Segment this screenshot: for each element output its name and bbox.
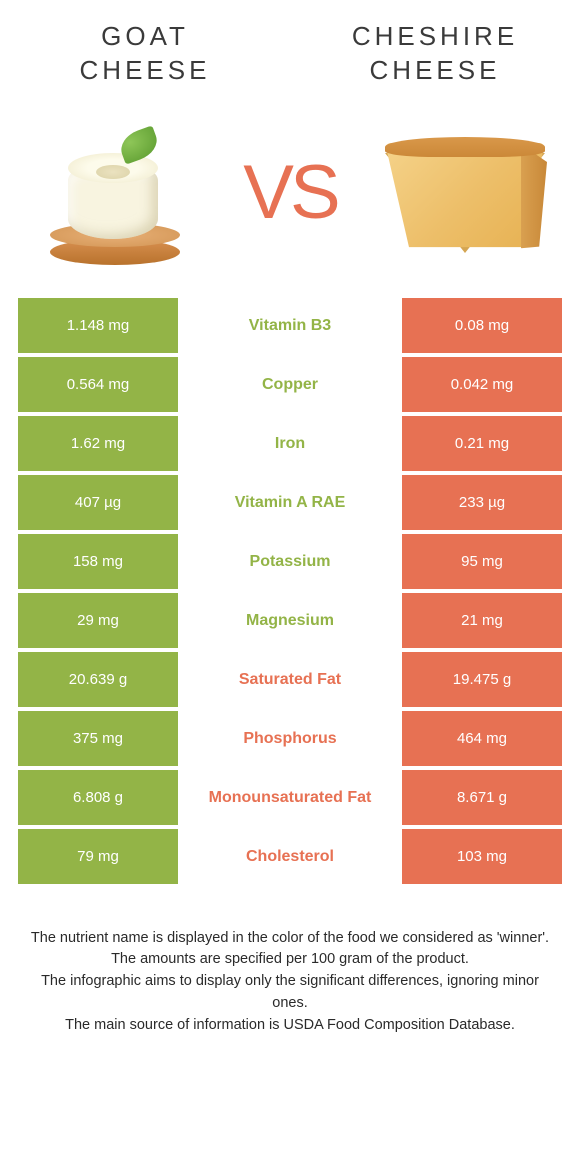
left-food-title: GOAT CHEESE <box>40 20 250 88</box>
nutrient-label: Iron <box>178 416 402 471</box>
footer-line: The nutrient name is displayed in the co… <box>28 928 552 950</box>
right-value: 95 mg <box>402 534 562 589</box>
nutrient-label: Phosphorus <box>178 711 402 766</box>
nutrient-label: Vitamin B3 <box>178 298 402 353</box>
table-row: 158 mgPotassium95 mg <box>18 534 562 589</box>
right-value: 8.671 g <box>402 770 562 825</box>
table-row: 1.62 mgIron0.21 mg <box>18 416 562 471</box>
nutrient-label: Potassium <box>178 534 402 589</box>
table-row: 29 mgMagnesium21 mg <box>18 593 562 648</box>
nutrient-label: Copper <box>178 357 402 412</box>
table-row: 6.808 gMonounsaturated Fat8.671 g <box>18 770 562 825</box>
footer-line: The infographic aims to display only the… <box>28 971 552 1015</box>
table-row: 407 µgVitamin A RAE233 µg <box>18 475 562 530</box>
right-value: 0.21 mg <box>402 416 562 471</box>
header: GOAT CHEESE CHESHIRE CHEESE <box>0 0 580 98</box>
table-row: 79 mgCholesterol103 mg <box>18 829 562 884</box>
nutrient-label: Monounsaturated Fat <box>178 770 402 825</box>
table-row: 20.639 gSaturated Fat19.475 g <box>18 652 562 707</box>
left-value: 407 µg <box>18 475 178 530</box>
right-value: 103 mg <box>402 829 562 884</box>
right-value: 233 µg <box>402 475 562 530</box>
nutrient-label: Vitamin A RAE <box>178 475 402 530</box>
left-value: 79 mg <box>18 829 178 884</box>
left-value: 20.639 g <box>18 652 178 707</box>
table-row: 0.564 mgCopper0.042 mg <box>18 357 562 412</box>
footer-notes: The nutrient name is displayed in the co… <box>0 888 580 1037</box>
goat-cheese-image <box>30 113 200 273</box>
left-value: 158 mg <box>18 534 178 589</box>
right-value: 464 mg <box>402 711 562 766</box>
nutrient-label: Magnesium <box>178 593 402 648</box>
images-row: VS <box>0 98 580 298</box>
left-value: 29 mg <box>18 593 178 648</box>
footer-line: The amounts are specified per 100 gram o… <box>28 949 552 971</box>
right-food-title: CHESHIRE CHEESE <box>330 20 540 88</box>
nutrient-label: Saturated Fat <box>178 652 402 707</box>
right-value: 19.475 g <box>402 652 562 707</box>
table-row: 1.148 mgVitamin B30.08 mg <box>18 298 562 353</box>
left-value: 375 mg <box>18 711 178 766</box>
cheshire-cheese-image <box>380 113 550 273</box>
left-value: 1.62 mg <box>18 416 178 471</box>
left-value: 0.564 mg <box>18 357 178 412</box>
left-value: 1.148 mg <box>18 298 178 353</box>
right-value: 0.08 mg <box>402 298 562 353</box>
right-value: 0.042 mg <box>402 357 562 412</box>
vs-label: VS <box>243 149 336 236</box>
footer-line: The main source of information is USDA F… <box>28 1015 552 1037</box>
nutrient-label: Cholesterol <box>178 829 402 884</box>
left-value: 6.808 g <box>18 770 178 825</box>
comparison-table: 1.148 mgVitamin B30.08 mg0.564 mgCopper0… <box>0 298 580 884</box>
right-value: 21 mg <box>402 593 562 648</box>
table-row: 375 mgPhosphorus464 mg <box>18 711 562 766</box>
